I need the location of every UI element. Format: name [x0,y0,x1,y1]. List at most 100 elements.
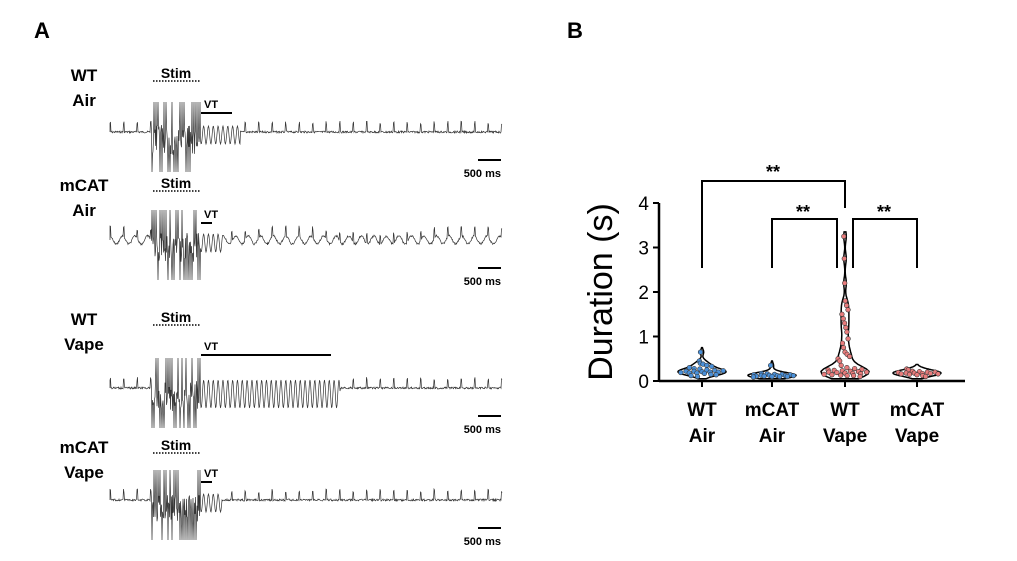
row-exposure-label: Air [72,91,96,110]
data-point [844,365,850,371]
row-exposure-label: Vape [64,335,104,354]
data-point [898,371,904,377]
data-point [709,363,715,369]
row-genotype-label: WT [71,66,98,85]
data-point [790,373,797,379]
data-point [720,368,726,374]
significance-bracket [771,218,838,268]
row-exposure-label: Vape [64,463,104,482]
data-point [842,298,848,304]
data-point [821,371,827,377]
data-point [777,373,783,380]
y-tick-label: 2 [638,283,649,304]
data-point [713,372,719,378]
panel-b-letter: B [567,18,583,43]
scale-bar-label: 500 ms [464,536,501,548]
data-point [927,370,933,377]
scale-bar-label: 500 ms [464,276,501,288]
row-exposure-label: Air [72,201,96,220]
data-point [935,371,941,377]
data-point [678,369,684,376]
row-genotype-label: mCAT [60,438,109,457]
significance-label: ** [796,202,810,222]
data-point [767,362,774,369]
x-tick-label-line2: Vape [823,426,867,447]
vt-label: VT [204,341,218,353]
data-point [841,320,848,326]
y-tick-label: 0 [638,372,649,393]
data-point [845,307,851,313]
data-point [842,280,848,286]
y-tick-label: 3 [638,239,649,260]
data-point [829,372,835,378]
row-genotype-label: mCAT [60,176,109,195]
y-axis-label: Duration (s) [582,203,620,381]
scale-bar-label: 500 ms [464,424,501,436]
x-tick-label-line1: WT [687,400,717,421]
data-point [857,373,863,380]
vt-label: VT [204,209,218,221]
data-point [694,373,701,380]
trace-row: WT Vape Stim VT 500 ms [64,309,503,436]
data-point [769,373,775,380]
data-point [850,373,857,379]
y-tick-label: 1 [638,328,649,349]
data-point [840,345,847,351]
x-tick-label-line1: mCAT [745,400,800,421]
data-point [845,336,851,342]
y-tick-label: 4 [638,194,649,215]
stim-label: Stim [161,65,191,81]
panel-a-letter: A [34,18,50,43]
stim-label: Stim [161,175,191,191]
row-genotype-label: WT [71,310,98,329]
data-point [688,373,694,379]
data-point [840,316,846,322]
vt-label: VT [204,99,218,111]
data-point [839,340,846,346]
data-point [844,329,850,335]
x-tick-label-line2: Vape [895,426,939,447]
trace-row: mCAT Vape Stim VT 500 ms [60,437,503,548]
data-point [704,362,710,369]
data-point [906,371,913,377]
data-point [841,233,847,239]
data-point [914,372,920,378]
x-tick-label-line1: mCAT [890,400,945,421]
data-point [843,302,850,308]
vt-label: VT [204,468,218,480]
significance-label: ** [766,162,780,182]
data-point [750,374,757,380]
significance-bracket [701,180,846,268]
x-tick-label-line2: Air [689,426,716,447]
ecg-trace [109,357,503,429]
data-point [686,365,692,371]
trace-row: WT Air Stim VT 500 ms [71,65,503,180]
data-point [834,369,840,376]
data-point [923,373,929,380]
data-point [761,373,767,379]
data-point [847,353,853,360]
ecg-trace [109,209,503,281]
data-point [784,373,790,380]
data-point [863,369,870,375]
data-point [701,370,708,377]
stim-label: Stim [161,437,191,453]
data-point [838,362,844,369]
x-tick-label-line2: Air [759,426,786,447]
data-point [697,349,704,355]
data-point [843,325,849,331]
trace-row: mCAT Air Stim VT 500 ms [60,175,503,288]
data-point [839,311,845,317]
ecg-trace [109,469,503,541]
data-point [708,371,714,377]
significance-bracket [852,218,918,268]
data-point [838,372,844,378]
x-tick-label-line1: WT [830,400,860,421]
scale-bar-label: 500 ms [464,168,501,180]
data-point [841,256,847,262]
data-point [852,365,858,372]
data-point [837,358,843,364]
